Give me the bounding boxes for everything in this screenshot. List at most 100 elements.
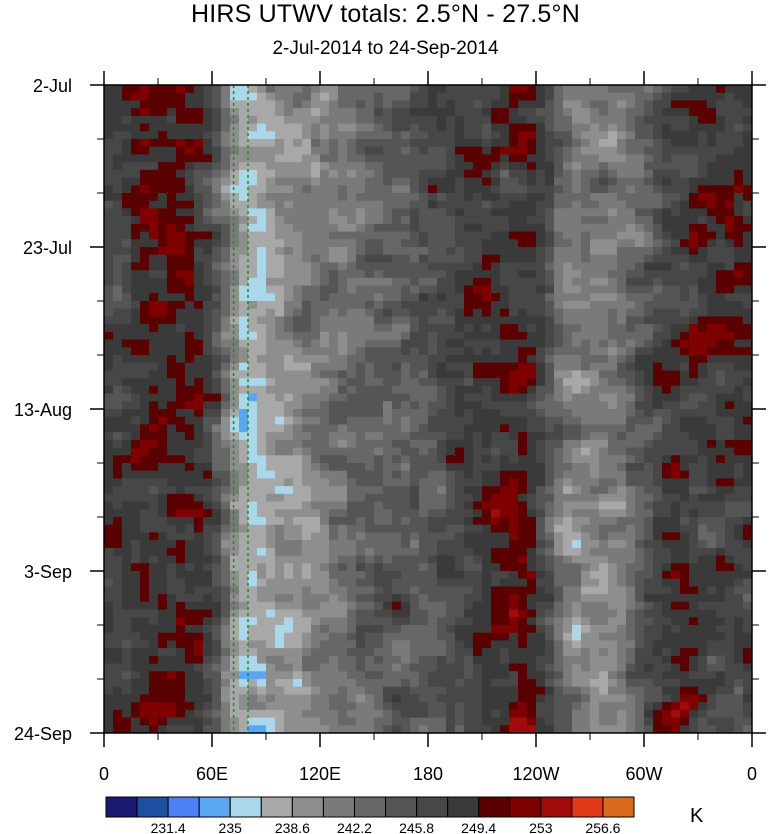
heatmap-cell xyxy=(140,370,150,379)
heatmap-cell xyxy=(509,547,519,557)
heatmap-cell xyxy=(680,409,690,418)
heatmap-cell xyxy=(113,100,123,109)
heatmap-cell xyxy=(572,162,582,171)
heatmap-cell xyxy=(248,594,258,603)
heatmap-cell xyxy=(140,524,150,534)
heatmap-cell xyxy=(419,455,429,464)
heatmap-cell xyxy=(482,463,492,472)
heatmap-cell xyxy=(239,85,249,94)
heatmap-cell xyxy=(734,578,744,588)
heatmap-cell xyxy=(563,308,573,318)
heatmap-cell xyxy=(302,131,312,140)
heatmap-cell xyxy=(185,324,195,333)
heatmap-cell xyxy=(203,293,213,302)
heatmap-cell xyxy=(266,185,276,194)
heatmap-cell xyxy=(482,92,492,102)
heatmap-cell xyxy=(590,563,600,572)
heatmap-cell xyxy=(500,478,510,487)
heatmap-cell xyxy=(518,501,528,510)
heatmap-cell xyxy=(401,424,411,433)
heatmap-cell xyxy=(689,139,699,148)
heatmap-cell xyxy=(158,401,168,410)
heatmap-cell xyxy=(635,285,645,294)
heatmap-cell xyxy=(302,617,312,626)
heatmap-cell xyxy=(410,486,420,495)
heatmap-cell xyxy=(590,586,600,595)
heatmap-cell xyxy=(491,262,501,271)
heatmap-cell xyxy=(662,347,672,356)
heatmap-cell xyxy=(329,100,339,109)
heatmap-cell xyxy=(473,540,483,549)
heatmap-cell xyxy=(653,586,663,595)
heatmap-cell xyxy=(311,594,321,603)
heatmap-cell xyxy=(149,555,159,564)
heatmap-cell xyxy=(320,517,330,526)
heatmap-cell xyxy=(347,115,357,125)
heatmap-cell xyxy=(383,85,393,94)
heatmap-cell xyxy=(446,540,456,549)
heatmap-cell xyxy=(257,262,267,271)
heatmap-cell xyxy=(734,293,744,302)
heatmap-cell xyxy=(527,270,537,279)
heatmap-cell xyxy=(104,393,114,402)
heatmap-cell xyxy=(707,416,717,426)
heatmap-cell xyxy=(590,331,600,341)
heatmap-cell xyxy=(464,609,474,618)
heatmap-cell xyxy=(581,409,591,418)
heatmap-cell xyxy=(212,123,222,132)
heatmap-cell xyxy=(482,578,492,588)
heatmap-cell xyxy=(572,532,582,541)
heatmap-cell xyxy=(203,200,213,210)
heatmap-cell xyxy=(383,486,393,495)
heatmap-cell xyxy=(734,509,744,518)
heatmap-cell xyxy=(320,594,330,603)
heatmap-cell xyxy=(167,347,177,356)
heatmap-cell xyxy=(113,416,123,426)
heatmap-cell xyxy=(203,578,213,588)
heatmap-cell xyxy=(455,547,465,557)
heatmap-cell xyxy=(329,578,339,588)
heatmap-cell xyxy=(131,185,141,194)
heatmap-cell xyxy=(617,563,627,572)
heatmap-cell xyxy=(365,493,375,503)
heatmap-cell xyxy=(554,470,564,480)
heatmap-cell xyxy=(347,285,357,294)
heatmap-cell xyxy=(158,601,168,611)
heatmap-cell xyxy=(410,609,420,618)
heatmap-cell xyxy=(482,185,492,194)
heatmap-cell xyxy=(635,509,645,518)
heatmap-cell xyxy=(347,293,357,302)
heatmap-cell xyxy=(680,378,690,387)
heatmap-cell xyxy=(167,339,177,348)
heatmap-cell xyxy=(446,139,456,148)
heatmap-cell xyxy=(545,293,555,302)
heatmap-cell xyxy=(329,154,339,163)
heatmap-cell xyxy=(491,501,501,510)
heatmap-cell xyxy=(545,470,555,480)
heatmap-cell xyxy=(167,409,177,418)
heatmap-cell xyxy=(284,385,294,395)
heatmap-cell xyxy=(248,416,258,426)
heatmap-cell xyxy=(122,439,132,449)
heatmap-cell xyxy=(698,247,708,256)
heatmap-cell xyxy=(572,270,582,279)
heatmap-cell xyxy=(626,208,636,217)
heatmap-cell xyxy=(329,169,339,179)
heatmap-cell xyxy=(320,524,330,534)
heatmap-cell xyxy=(302,100,312,109)
heatmap-cell xyxy=(743,509,752,518)
heatmap-cell xyxy=(302,247,312,256)
heatmap-cell xyxy=(662,301,672,310)
heatmap-cell xyxy=(158,223,168,233)
heatmap-cell xyxy=(284,470,294,480)
heatmap-cell xyxy=(446,316,456,325)
heatmap-cell xyxy=(734,208,744,217)
heatmap-cell xyxy=(527,493,537,503)
heatmap-cell xyxy=(284,447,294,456)
heatmap-cell xyxy=(185,362,195,372)
heatmap-cell xyxy=(464,154,474,163)
heatmap-cell xyxy=(311,85,321,94)
heatmap-cell xyxy=(437,455,447,464)
heatmap-cell xyxy=(671,424,681,433)
heatmap-cell xyxy=(473,385,483,395)
